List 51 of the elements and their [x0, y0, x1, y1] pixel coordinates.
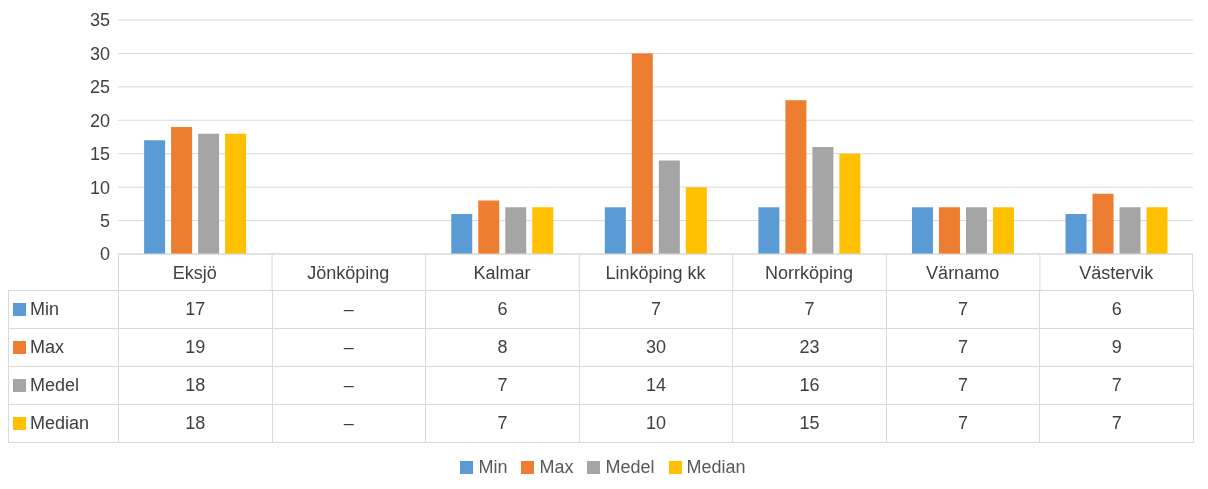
data-label: 8 [425, 328, 580, 367]
data-label: 30 [579, 328, 733, 367]
text: Min [478, 457, 508, 477]
x-tick-label: Västervik [1079, 262, 1155, 283]
y-tick-label: 5 [99, 210, 110, 231]
data-label: 7 [886, 404, 1040, 443]
text: – [343, 299, 354, 319]
text: – [343, 337, 354, 357]
legend-label: Median [685, 457, 746, 478]
legend-label: Max [29, 336, 65, 358]
data-label: 7 [425, 366, 580, 405]
data-label: 18 [118, 366, 273, 405]
legend-label: Min [29, 298, 60, 320]
data-label: 18 [118, 404, 273, 443]
data-label: 7 [886, 366, 1040, 405]
data-label: 17 [118, 290, 273, 329]
text: Medel [605, 457, 655, 477]
data-label: 7 [1039, 404, 1194, 443]
y-tick-label: 10 [89, 177, 110, 198]
data-label: 23 [732, 328, 887, 367]
data-label: 7 [425, 404, 580, 443]
data-label: 6 [425, 290, 580, 329]
x-tick-label: Jönköping [307, 262, 390, 283]
data-label: 7 [579, 290, 733, 329]
text: Median [30, 412, 90, 433]
text: Max [539, 457, 574, 477]
x-tick-label: Kalmar [473, 262, 531, 283]
data-label: 7 [886, 290, 1040, 329]
text: – [343, 413, 354, 433]
legend-label: Medel [29, 374, 80, 396]
y-tick-label: 20 [89, 110, 110, 131]
data-label: 16 [732, 366, 887, 405]
data-label: 19 [118, 328, 273, 367]
data-label: 7 [1039, 366, 1194, 405]
y-tick-label: 30 [89, 43, 110, 64]
data-label: 15 [732, 404, 887, 443]
data-label: 9 [1039, 328, 1194, 367]
y-tick-label: 15 [89, 144, 110, 165]
data-label: 6 [1039, 290, 1194, 329]
data-label: 7 [886, 328, 1040, 367]
data-label: 7 [732, 290, 887, 329]
data-label: 10 [579, 404, 733, 443]
y-tick-label: 0 [99, 244, 110, 265]
text: – [343, 375, 354, 395]
data-label: 14 [579, 366, 733, 405]
x-tick-label: Linköping kk [605, 262, 707, 283]
y-tick-label: 25 [89, 77, 110, 98]
y-tick-label: 35 [89, 10, 110, 31]
x-tick-label: Värnamo [926, 262, 1000, 283]
x-tick-label: Norrköping [765, 262, 854, 283]
x-tick-label: Eksjö [172, 262, 217, 283]
